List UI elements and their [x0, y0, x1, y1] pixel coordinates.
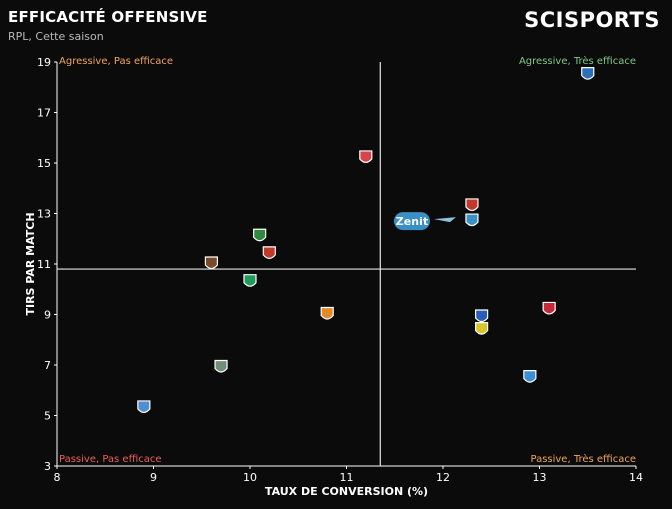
data-point	[542, 301, 556, 315]
x-axis-label: TAUX DE CONVERSION (%)	[265, 485, 428, 498]
x-tick-label: 13	[533, 471, 547, 484]
y-tick-label: 5	[44, 410, 51, 423]
y-tick-label: 15	[37, 157, 51, 170]
quadrant-label: Passive, Pas efficace	[59, 454, 162, 465]
chart-subtitle: RPL, Cette saison	[8, 30, 104, 43]
data-point	[475, 309, 489, 323]
y-tick-label: 11	[37, 258, 51, 271]
data-point	[465, 198, 479, 212]
x-tick-label: 8	[54, 471, 61, 484]
highlight-label: Zenit	[396, 215, 428, 228]
y-tick-label: 19	[37, 56, 51, 69]
data-point	[475, 322, 489, 335]
y-tick-label: 3	[44, 460, 51, 473]
y-tick-label: 7	[44, 359, 51, 372]
y-tick-label: 9	[44, 309, 51, 322]
x-tick-label: 9	[150, 471, 157, 484]
data-point	[523, 370, 537, 383]
x-tick-label: 11	[340, 471, 354, 484]
data-point	[137, 400, 151, 414]
data-point	[581, 67, 595, 80]
data-point	[262, 246, 276, 259]
quadrant-label: Agressive, Pas efficace	[59, 56, 173, 67]
y-axis-label: TIRS PAR MATCH	[24, 212, 37, 315]
x-tick-label: 14	[629, 471, 643, 484]
data-point	[465, 213, 479, 227]
y-tick-label: 17	[37, 107, 51, 120]
brand-logo: SCISPORTS	[524, 8, 660, 32]
x-tick-label: 12	[436, 471, 450, 484]
x-tick-label: 10	[243, 471, 257, 484]
data-point	[253, 228, 267, 242]
highlight-label-bg	[393, 212, 430, 231]
quadrant-label: Passive, Très efficace	[530, 453, 636, 465]
data-point	[204, 256, 218, 270]
chart-title: EFFICACITÉ OFFENSIVE	[8, 8, 208, 26]
data-point	[243, 274, 257, 287]
data-point	[320, 306, 334, 320]
y-tick-label: 13	[37, 208, 51, 221]
data-point	[359, 150, 373, 164]
quadrant-label: Agressive, Très efficace	[519, 55, 636, 67]
data-point	[214, 359, 228, 373]
highlight-pointer-icon	[433, 217, 456, 223]
